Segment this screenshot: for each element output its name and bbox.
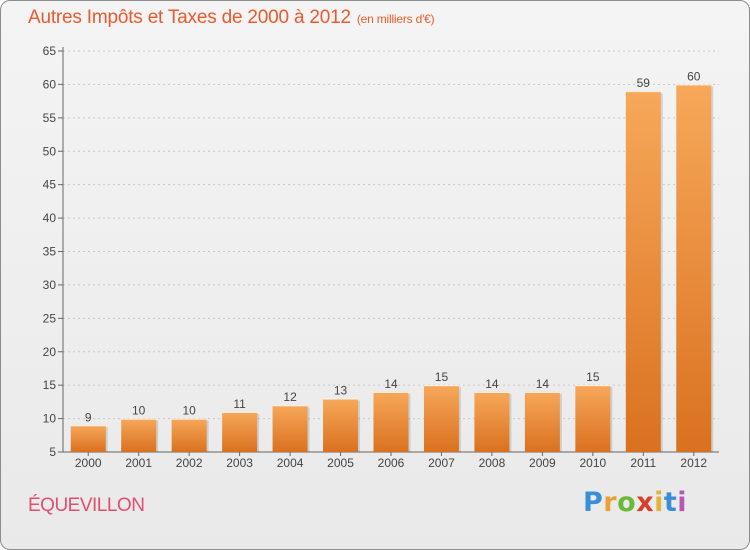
bar (70, 425, 106, 452)
bars (70, 84, 714, 453)
x-tick-label: 2009 (529, 456, 556, 470)
data-label: 10 (182, 404, 196, 418)
bar (171, 418, 207, 452)
y-tick-label: 35 (43, 245, 57, 259)
y-tick-label: 10 (43, 412, 57, 426)
x-tick-label: 2006 (378, 456, 405, 470)
data-label: 15 (435, 370, 449, 384)
x-tick-label: 2012 (680, 456, 707, 470)
logo-letter: i (654, 487, 664, 518)
axes: 5 10 15 20 25 30 35 40 45 50 55 60 65 2000 2001 2002 200… (43, 44, 719, 470)
bar (676, 84, 712, 453)
data-label: 14 (536, 377, 550, 391)
data-label: 9 (85, 410, 92, 424)
proxiti-logo: Proxiti (583, 487, 687, 518)
x-tick-label: 2001 (125, 456, 152, 470)
bar (575, 385, 611, 452)
chart-title: Autres Impôts et Taxes de 2000 à 2012 (en… (28, 7, 435, 29)
logo-letter: x (636, 487, 655, 518)
x-tick-label: 2004 (277, 456, 304, 470)
bar (625, 91, 661, 452)
data-label: 11 (233, 397, 246, 411)
y-tick-label: 45 (43, 178, 57, 192)
y-tick-label: 65 (43, 44, 57, 58)
data-label: 14 (384, 377, 398, 391)
y-tick-label: 20 (43, 345, 57, 359)
bar (272, 405, 308, 452)
data-label: 10 (132, 404, 146, 418)
x-tick-label: 2008 (479, 456, 506, 470)
x-tick-label: 2007 (428, 456, 455, 470)
bar (474, 391, 510, 452)
y-tick-label: 50 (43, 144, 57, 158)
y-tick-label: 40 (43, 211, 57, 225)
y-tick-label: 5 (49, 445, 56, 459)
logo-letter: t (663, 487, 678, 518)
y-tick-label: 25 (43, 311, 57, 325)
y-tick-label: 30 (43, 278, 57, 292)
y-tick-label: 15 (43, 378, 57, 392)
data-label: 14 (485, 377, 499, 391)
data-label: 15 (586, 370, 600, 384)
y-tick-label: 55 (43, 111, 57, 125)
logo-letter: o (617, 487, 637, 518)
bar (222, 411, 258, 452)
x-tick-label: 2005 (327, 456, 354, 470)
x-tick-label: 2003 (226, 456, 253, 470)
x-tick-label: 2010 (579, 456, 606, 470)
logo-letter: P (583, 487, 604, 518)
x-tick-label: 2011 (630, 456, 656, 470)
logo-letter: i (677, 487, 688, 518)
bar (373, 391, 409, 452)
chart-title-text: Autres Impôts et Taxes de 2000 à 2012 (28, 7, 351, 28)
commune-name: ÉQUEVILLON (28, 495, 145, 516)
chart-subtitle: (en milliers d'€) (356, 12, 435, 26)
bar (423, 385, 459, 452)
x-tick-label: 2002 (176, 456, 203, 470)
logo-letter: r (603, 487, 618, 518)
data-label: 60 (687, 69, 701, 83)
bar (121, 418, 157, 452)
data-label: 59 (637, 76, 651, 90)
data-label: 13 (334, 384, 348, 398)
bar (323, 398, 359, 452)
data-label: 12 (283, 390, 297, 404)
bar (524, 391, 560, 452)
data-labels: 9 10 10 11 12 13 14 15 14 14 15 59 60 (85, 69, 701, 424)
y-tick-label: 60 (43, 77, 57, 91)
x-tick-label: 2000 (75, 456, 102, 470)
